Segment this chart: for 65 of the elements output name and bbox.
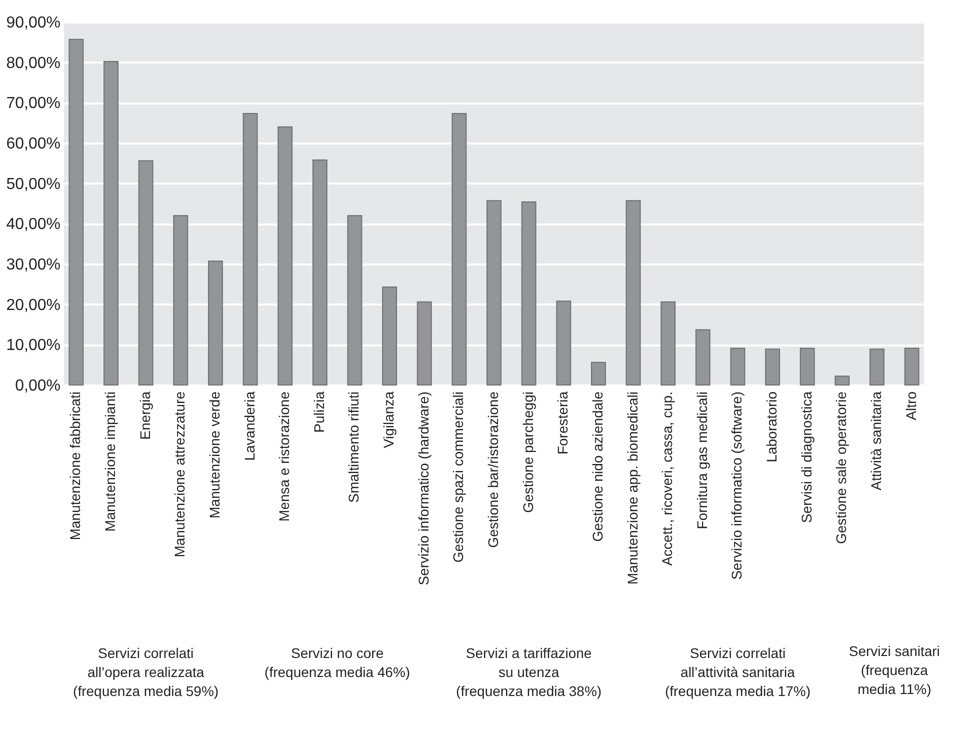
x-tick-label: Energia xyxy=(136,391,153,440)
bar xyxy=(556,300,572,386)
y-tick-label: 10,00% xyxy=(6,337,60,354)
bar xyxy=(68,38,84,386)
x-tick-label: Fornitura gas medicali xyxy=(694,392,710,530)
x-tick-label: Laboratorio xyxy=(764,391,780,462)
text: Servizi correlati all’attività sanitaria (frequenza media 17%) xyxy=(664,645,810,699)
x-tick-label: Gestione nido aziendale xyxy=(589,391,606,542)
bar xyxy=(590,362,606,386)
x-tick-label: Gestione parcheggi xyxy=(520,392,536,513)
bar xyxy=(660,301,676,386)
x-tick-label: Gestione sale operatorie xyxy=(833,391,850,544)
x-tick-label: Manutenzione app. biomedicali xyxy=(624,392,640,585)
x-tick-label: Altro xyxy=(902,391,919,420)
x-tick-label: Servisi di diagnostica xyxy=(798,391,814,524)
x-tick-label: Manutenzione impianti xyxy=(102,392,118,532)
bar xyxy=(452,113,467,386)
bar xyxy=(242,113,258,386)
x-tick-label: Attività sanitaria xyxy=(868,391,884,490)
x-tick-label: Servizio informatico (hardware) xyxy=(415,392,432,586)
bar xyxy=(730,348,746,386)
bar xyxy=(312,159,328,386)
y-tick-label: 40,00% xyxy=(6,216,60,234)
bar xyxy=(347,215,362,386)
text: Servizi sanitari (frequenza media 11%) xyxy=(848,643,940,698)
x-tick-label: Accett., ricoveri, cassa, cup. xyxy=(659,392,676,566)
bar xyxy=(695,329,710,386)
y-tick-label: 90,00% xyxy=(6,14,60,32)
x-tick-label: Manutenzione fabbricati xyxy=(67,392,84,540)
bar xyxy=(870,348,884,386)
bar xyxy=(904,348,920,386)
y-tick-label: 70,00% xyxy=(6,95,60,112)
bar xyxy=(173,215,188,386)
bar xyxy=(416,301,432,386)
y-tick-label: 60,00% xyxy=(6,136,60,152)
bar xyxy=(382,286,398,386)
x-tick-label: Foresteria xyxy=(554,391,571,455)
bar xyxy=(765,348,780,386)
x-tick-label: Pulizia xyxy=(310,391,327,433)
x-tick-label: Gestione bar/ristorazione xyxy=(485,391,501,548)
bar xyxy=(626,200,641,386)
x-tick-label: Smaltimento rifiuti xyxy=(346,392,362,503)
bar xyxy=(800,348,815,386)
text: Servizi a tariffazione su utenza (frequenza media 38%) xyxy=(456,645,602,699)
bar xyxy=(486,200,502,386)
y-tick-label: 80,00% xyxy=(6,54,60,72)
y-tick-label: 0,00% xyxy=(15,378,60,394)
x-tick-label: Vigilanza xyxy=(380,391,397,448)
bar xyxy=(278,126,293,386)
x-tick-label: Gestione spazi commerciali xyxy=(450,392,466,563)
text: Servizi no core (frequenza media 46%) xyxy=(264,645,410,680)
y-tick-label: 50,00% xyxy=(6,176,60,193)
text: Servizi correlati all’opera realizzata (frequenza media 59%) xyxy=(73,645,219,699)
x-tick-label: Lavanderia xyxy=(241,391,258,461)
x-tick-label: Manutenzione verde xyxy=(206,391,222,518)
bar xyxy=(521,201,536,386)
bar xyxy=(138,160,154,386)
bar xyxy=(208,260,223,386)
x-tick-label: Servizio informatico (software) xyxy=(728,392,745,580)
bar xyxy=(834,376,850,386)
x-tick-label: Manutenzione attrezzature xyxy=(172,391,188,558)
y-tick-label: 20,00% xyxy=(6,296,60,314)
x-tick-label: Mensa e ristorazione xyxy=(276,391,292,522)
bar xyxy=(104,61,118,386)
y-tick-label: 30,00% xyxy=(6,256,60,274)
